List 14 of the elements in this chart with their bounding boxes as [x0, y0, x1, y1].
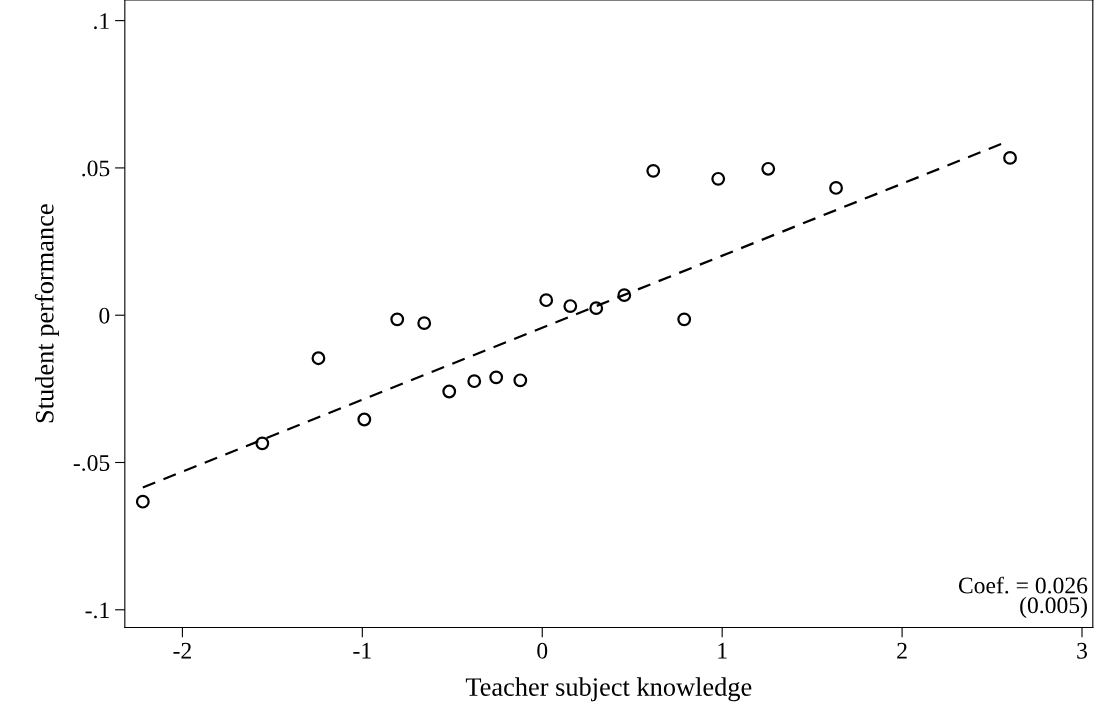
y-tick-label: -.1: [85, 602, 109, 619]
x-axis-title: Teacher subject knowledge: [465, 677, 752, 702]
x-tick-label: -2: [173, 642, 191, 659]
y-tick-label: -.05: [73, 454, 110, 472]
y-axis-title: Student performance: [34, 204, 59, 423]
x-tick-label: 1: [718, 642, 727, 659]
x-tick-label: -1: [353, 642, 371, 659]
y-tick-label: .1: [94, 13, 109, 30]
x-tick-label: 2: [897, 642, 907, 659]
y-tick-label: 0: [99, 307, 110, 324]
y-tick-label: .05: [82, 160, 110, 177]
x-tick-label: 3: [1077, 642, 1087, 659]
annotation: Coef. = 0.026 (0.005): [958, 576, 1088, 619]
x-tick-label: 0: [537, 642, 548, 659]
